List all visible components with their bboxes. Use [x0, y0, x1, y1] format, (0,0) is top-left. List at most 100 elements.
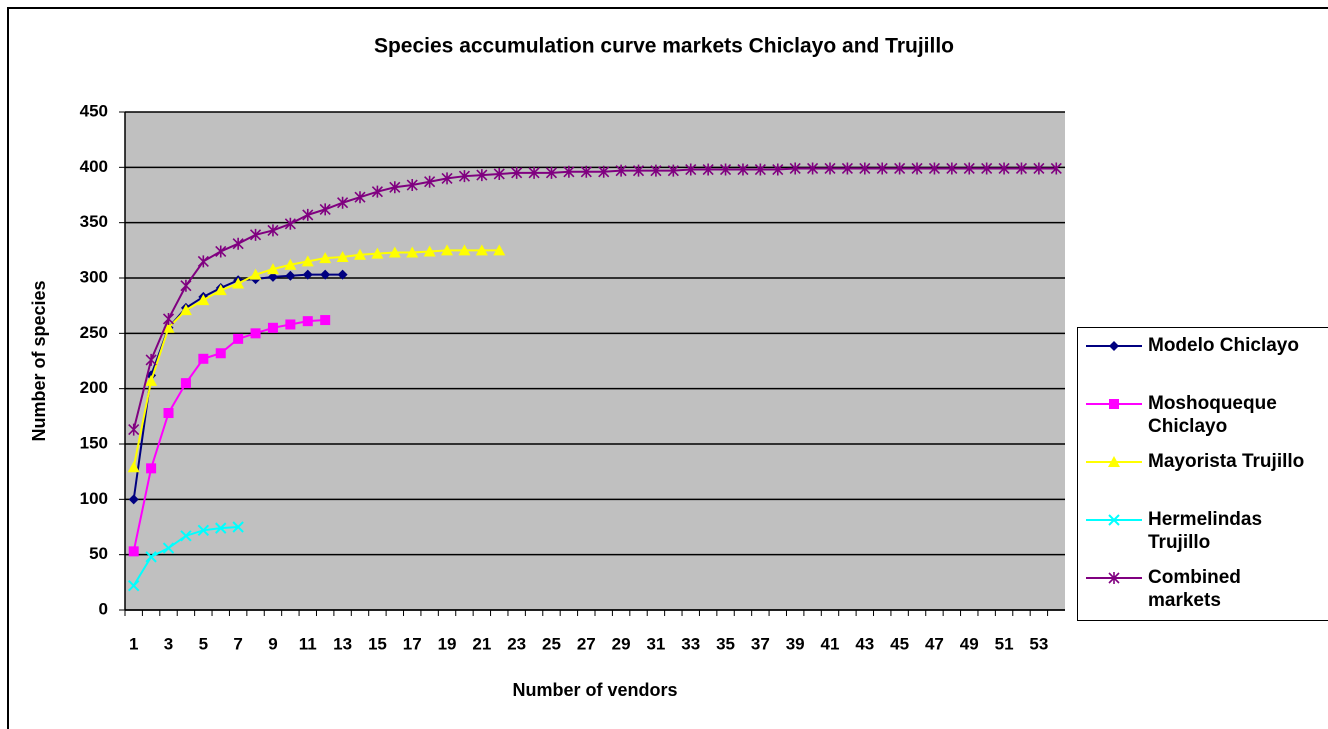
marker	[284, 258, 297, 270]
marker	[145, 374, 158, 386]
marker	[598, 165, 610, 178]
chart-title: Species accumulation curve markets Chicl…	[374, 35, 954, 58]
marker	[493, 167, 505, 180]
y-tick-label: 400	[80, 157, 108, 176]
marker	[214, 284, 227, 296]
x-tick-label: 9	[268, 634, 277, 653]
marker	[1108, 514, 1120, 526]
x-tick-label: 29	[612, 634, 631, 653]
marker	[128, 546, 139, 557]
x-tick-label: 53	[1029, 634, 1048, 653]
x-tick-label: 31	[646, 634, 665, 653]
marker	[981, 162, 993, 175]
x-tick-label: 39	[786, 634, 805, 653]
marker	[946, 162, 958, 175]
marker	[232, 521, 244, 533]
marker	[580, 165, 592, 178]
legend-label: Combined markets	[1148, 567, 1241, 611]
x-tick-label: 41	[821, 634, 840, 653]
marker	[371, 247, 384, 259]
marker	[1108, 572, 1120, 584]
marker	[1033, 162, 1045, 175]
marker	[233, 333, 244, 344]
y-tick-label: 200	[80, 378, 108, 397]
legend: Modelo Chiclayo Moshoqueque Chiclayo Mayor…	[1077, 327, 1328, 621]
marker	[458, 170, 471, 183]
marker	[232, 237, 244, 250]
marker	[876, 162, 888, 175]
marker	[267, 322, 278, 333]
marker	[615, 164, 627, 177]
marker	[284, 217, 296, 230]
marker	[737, 163, 749, 176]
marker	[127, 579, 140, 592]
marker	[180, 279, 192, 292]
marker	[963, 162, 975, 175]
x-tick-label: 51	[995, 634, 1014, 653]
marker	[127, 461, 140, 473]
x-tick-label: 43	[855, 634, 874, 653]
marker	[493, 244, 506, 256]
marker	[163, 408, 174, 419]
marker	[841, 162, 853, 175]
marker	[388, 246, 401, 258]
marker	[215, 522, 227, 534]
marker	[772, 163, 784, 176]
y-tick-label: 300	[80, 267, 108, 286]
marker	[667, 164, 679, 177]
y-tick-label: 450	[80, 101, 108, 120]
marker	[911, 162, 923, 175]
marker	[267, 271, 278, 282]
x-tick-label: 5	[199, 634, 208, 653]
x-tick-label: 23	[507, 634, 526, 653]
marker	[441, 172, 453, 185]
marker	[198, 353, 209, 364]
legend-label: Mayorista Trujillo	[1148, 451, 1305, 472]
marker	[162, 312, 175, 325]
marker	[285, 319, 296, 330]
x-tick-label: 7	[233, 634, 242, 653]
marker	[389, 181, 401, 194]
marker	[128, 494, 139, 505]
marker	[215, 348, 226, 359]
marker	[302, 208, 314, 221]
marker	[354, 191, 366, 204]
legend-key	[1086, 456, 1142, 467]
marker	[998, 162, 1010, 175]
marker	[179, 304, 192, 316]
legend-key	[1086, 399, 1142, 409]
legend-key	[1086, 514, 1142, 526]
marker	[197, 294, 210, 306]
y-tick-label: 50	[89, 544, 108, 563]
x-tick-label: 21	[472, 634, 491, 653]
x-tick-label: 35	[716, 634, 735, 653]
marker	[302, 316, 313, 327]
marker	[458, 244, 471, 256]
marker	[266, 263, 279, 275]
x-tick-label: 13	[333, 634, 352, 653]
marker	[320, 269, 331, 280]
marker	[859, 162, 871, 175]
marker	[719, 163, 732, 176]
marker	[754, 163, 766, 176]
plot-area	[125, 112, 1065, 610]
marker	[337, 269, 348, 280]
x-tick-label: 15	[368, 634, 387, 653]
marker	[249, 228, 262, 241]
legend-key	[1086, 572, 1142, 584]
marker	[285, 270, 296, 281]
marker	[928, 162, 941, 175]
legend-item: Mayorista Trujillo	[1084, 450, 1328, 508]
marker	[424, 175, 436, 188]
marker	[702, 163, 714, 176]
x-tick-label: 3	[164, 634, 173, 653]
marker	[1050, 162, 1062, 175]
marker	[476, 169, 488, 182]
marker	[807, 162, 819, 175]
legend-item: Hermelindas Trujillo	[1084, 508, 1328, 566]
marker	[354, 248, 366, 260]
x-tick-label: 19	[438, 634, 457, 653]
y-tick-label: 250	[80, 323, 108, 342]
marker	[789, 162, 801, 175]
